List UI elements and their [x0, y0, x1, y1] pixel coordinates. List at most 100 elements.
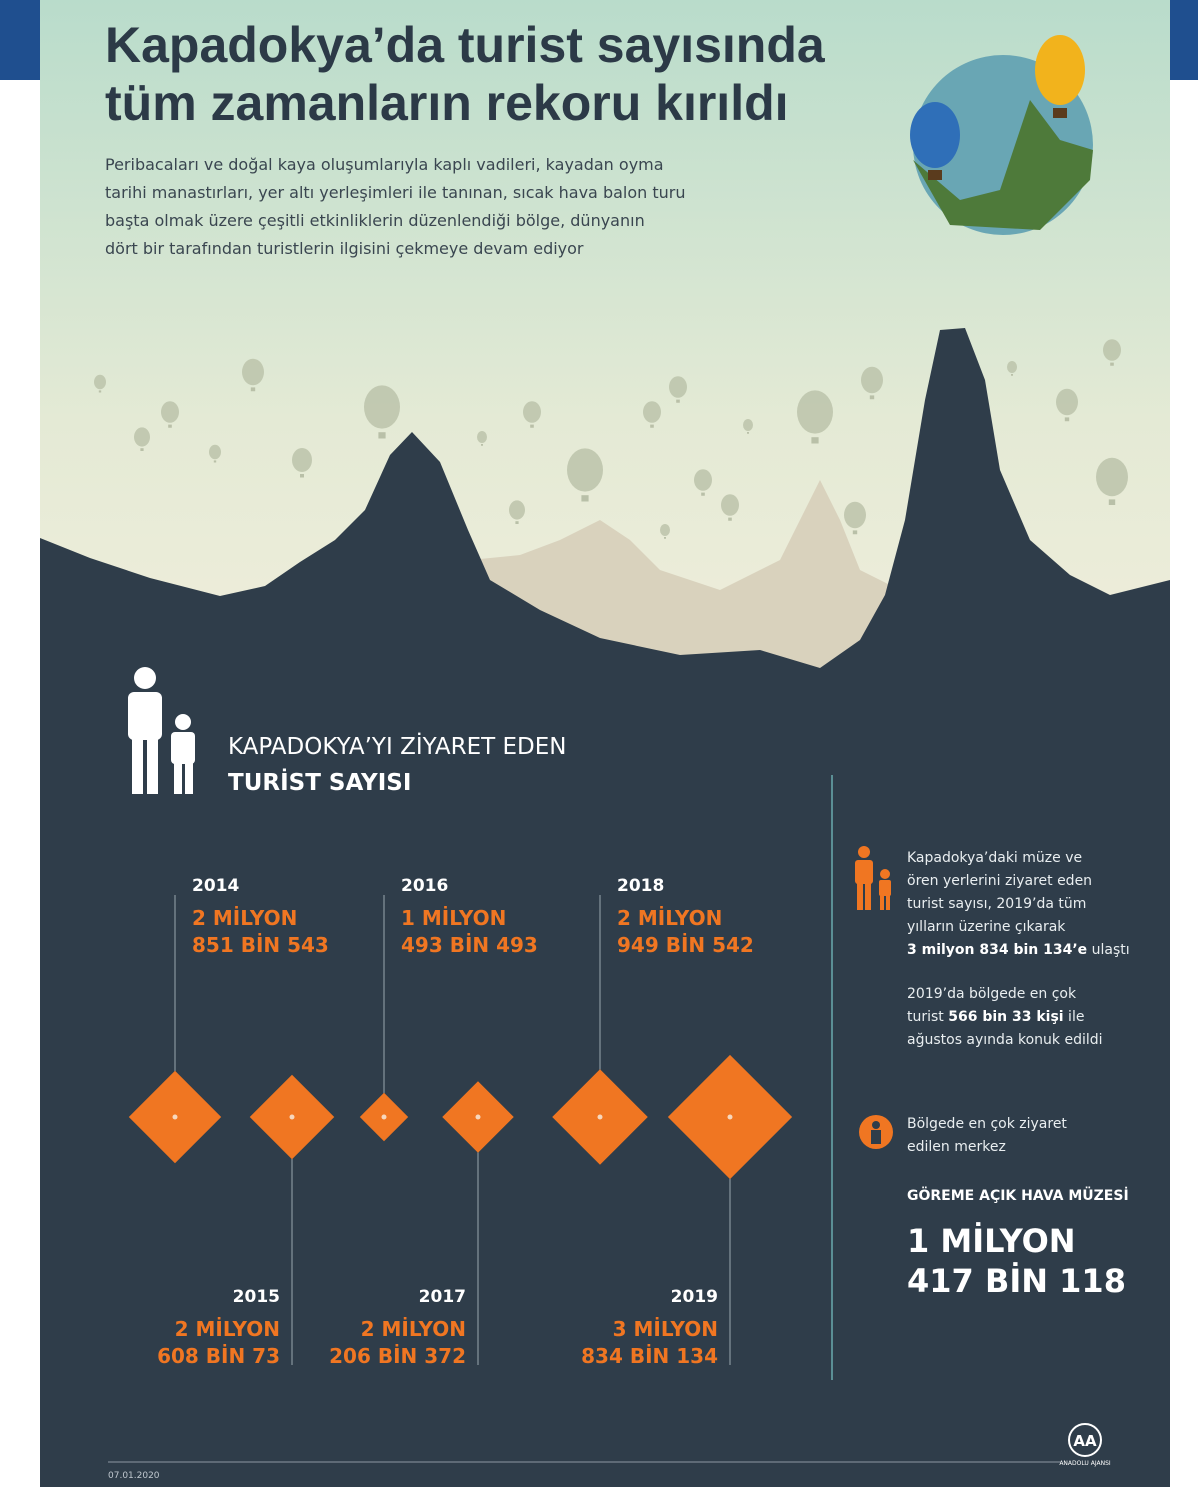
- value-label: 1 MİLYON: [401, 906, 506, 930]
- balloon: [292, 448, 312, 472]
- balloon-basket: [581, 495, 588, 501]
- balloon-basket: [168, 425, 172, 428]
- balloon-basket: [251, 387, 255, 391]
- note-line: 2019’da bölgede en çok: [907, 986, 1077, 1002]
- balloon: [209, 445, 221, 459]
- balloon-basket: [676, 400, 680, 403]
- balloon: [523, 401, 541, 423]
- balloon-basket: [701, 493, 705, 496]
- place-count: 417 BİN 118: [907, 1262, 1126, 1300]
- balloon: [669, 376, 687, 398]
- footer-date: 07.01.2020: [108, 1471, 160, 1481]
- balloon: [364, 385, 400, 428]
- balloon: [509, 500, 525, 519]
- balloon-basket: [140, 448, 143, 451]
- infographic: Kapadokya’da turist sayısında tüm zamanl…: [0, 0, 1198, 1487]
- value-label: 851 BİN 543: [192, 933, 329, 957]
- balloon: [134, 427, 150, 446]
- note-bold: 566 bin 33 kişi: [948, 1009, 1063, 1025]
- note-line: turist sayısı, 2019’da tüm: [907, 896, 1086, 912]
- note-end: ile: [1064, 1009, 1085, 1025]
- description-line: dört bir tarafından turistlerin ilgisini…: [105, 239, 584, 258]
- value-label: 493 BİN 493: [401, 933, 538, 957]
- balloon: [660, 524, 670, 536]
- place-count: 1 MİLYON: [907, 1222, 1076, 1260]
- note-line: Kapadokya’daki müze ve: [907, 850, 1082, 866]
- balloon-basket: [300, 474, 304, 478]
- diamond-dot: [476, 1115, 481, 1120]
- description-line: tarihi manastırları, yer altı yerleşimle…: [105, 183, 686, 202]
- balloon-basket: [1065, 417, 1069, 421]
- balloon-basket: [530, 425, 534, 428]
- balloon: [797, 390, 833, 433]
- note-end: ulaştı: [1087, 942, 1129, 958]
- balloon-basket: [1110, 363, 1114, 366]
- balloon-basket: [515, 521, 518, 524]
- balloon: [477, 431, 487, 443]
- note-line: ören yerlerini ziyaret eden: [907, 873, 1092, 889]
- balloon-basket: [650, 425, 654, 428]
- balloon: [161, 401, 179, 423]
- balloon-basket: [664, 537, 666, 539]
- note-line: yılların üzerine çıkarak: [907, 919, 1066, 935]
- note-line: Bölgede en çok ziyaret: [907, 1116, 1067, 1132]
- balloon: [1096, 458, 1128, 496]
- year-label: 2019: [671, 1287, 718, 1307]
- diamond-dot: [728, 1115, 733, 1120]
- balloon: [694, 469, 712, 491]
- balloon-basket: [1109, 499, 1115, 505]
- value-label: 2 MİLYON: [617, 906, 722, 930]
- note-line: 3 milyon 834 bin 134’e ulaştı: [907, 942, 1130, 958]
- balloon-basket: [853, 530, 857, 534]
- year-label: 2016: [401, 876, 448, 896]
- value-label: 3 MİLYON: [613, 1317, 718, 1341]
- note-start: turist: [907, 1009, 948, 1025]
- balloon-basket: [728, 518, 732, 521]
- balloon-basket: [870, 395, 874, 399]
- balloon: [721, 494, 739, 516]
- balloon-basket: [214, 460, 216, 462]
- balloon: [1056, 389, 1078, 415]
- value-label: 949 BİN 542: [617, 933, 754, 957]
- title-line: tüm zamanların rekoru kırıldı: [105, 75, 789, 131]
- section-subtitle: TURİST SAYISI: [228, 768, 411, 796]
- diamond-dot: [290, 1115, 295, 1120]
- balloon-basket: [811, 437, 818, 443]
- balloon-basket: [378, 432, 385, 438]
- value-label: 2 MİLYON: [175, 1317, 280, 1341]
- diamond-dot: [598, 1115, 603, 1120]
- balloon: [1103, 339, 1121, 361]
- value-label: 206 BİN 372: [329, 1344, 466, 1368]
- balloon: [94, 375, 106, 389]
- year-label: 2015: [233, 1287, 280, 1307]
- corner-band: [0, 0, 40, 80]
- note-line: ağustos ayında konuk edildi: [907, 1032, 1103, 1048]
- note-bold: 3 milyon 834 bin 134’e: [907, 942, 1087, 958]
- balloon-basket: [481, 444, 483, 446]
- balloon: [242, 359, 264, 385]
- note-line: turist 566 bin 33 kişi ile: [907, 1009, 1084, 1025]
- value-label: 834 BİN 134: [581, 1344, 718, 1368]
- year-label: 2017: [419, 1287, 466, 1307]
- logo: AA: [1073, 1432, 1097, 1450]
- value-label: 2 MİLYON: [192, 906, 297, 930]
- icon-detail: [871, 1130, 881, 1144]
- section-title: KAPADOKYA’YI ZİYARET EDEN: [228, 732, 566, 760]
- diamond-dot: [173, 1115, 178, 1120]
- year-label: 2018: [617, 876, 664, 896]
- agency: ANADOLU AJANSI: [1059, 1460, 1111, 1467]
- year-label: 2014: [192, 876, 239, 896]
- place-name: GÖREME AÇIK HAVA MÜZESİ: [907, 1186, 1129, 1204]
- corner-band: [1170, 0, 1198, 80]
- balloon: [861, 367, 883, 393]
- icon-detail: [872, 1121, 880, 1129]
- diamond-dot: [382, 1115, 387, 1120]
- balloon: [643, 401, 661, 423]
- title-line: Kapadokya’da turist sayısında: [105, 17, 826, 73]
- value-label: 608 BİN 73: [157, 1344, 280, 1368]
- balloon-basket: [99, 390, 101, 392]
- note-line: edilen merkez: [907, 1139, 1006, 1155]
- balloon: [1007, 361, 1017, 373]
- description-line: başta olmak üzere çeşitli etkinliklerin …: [105, 211, 645, 230]
- balloon: [567, 448, 603, 491]
